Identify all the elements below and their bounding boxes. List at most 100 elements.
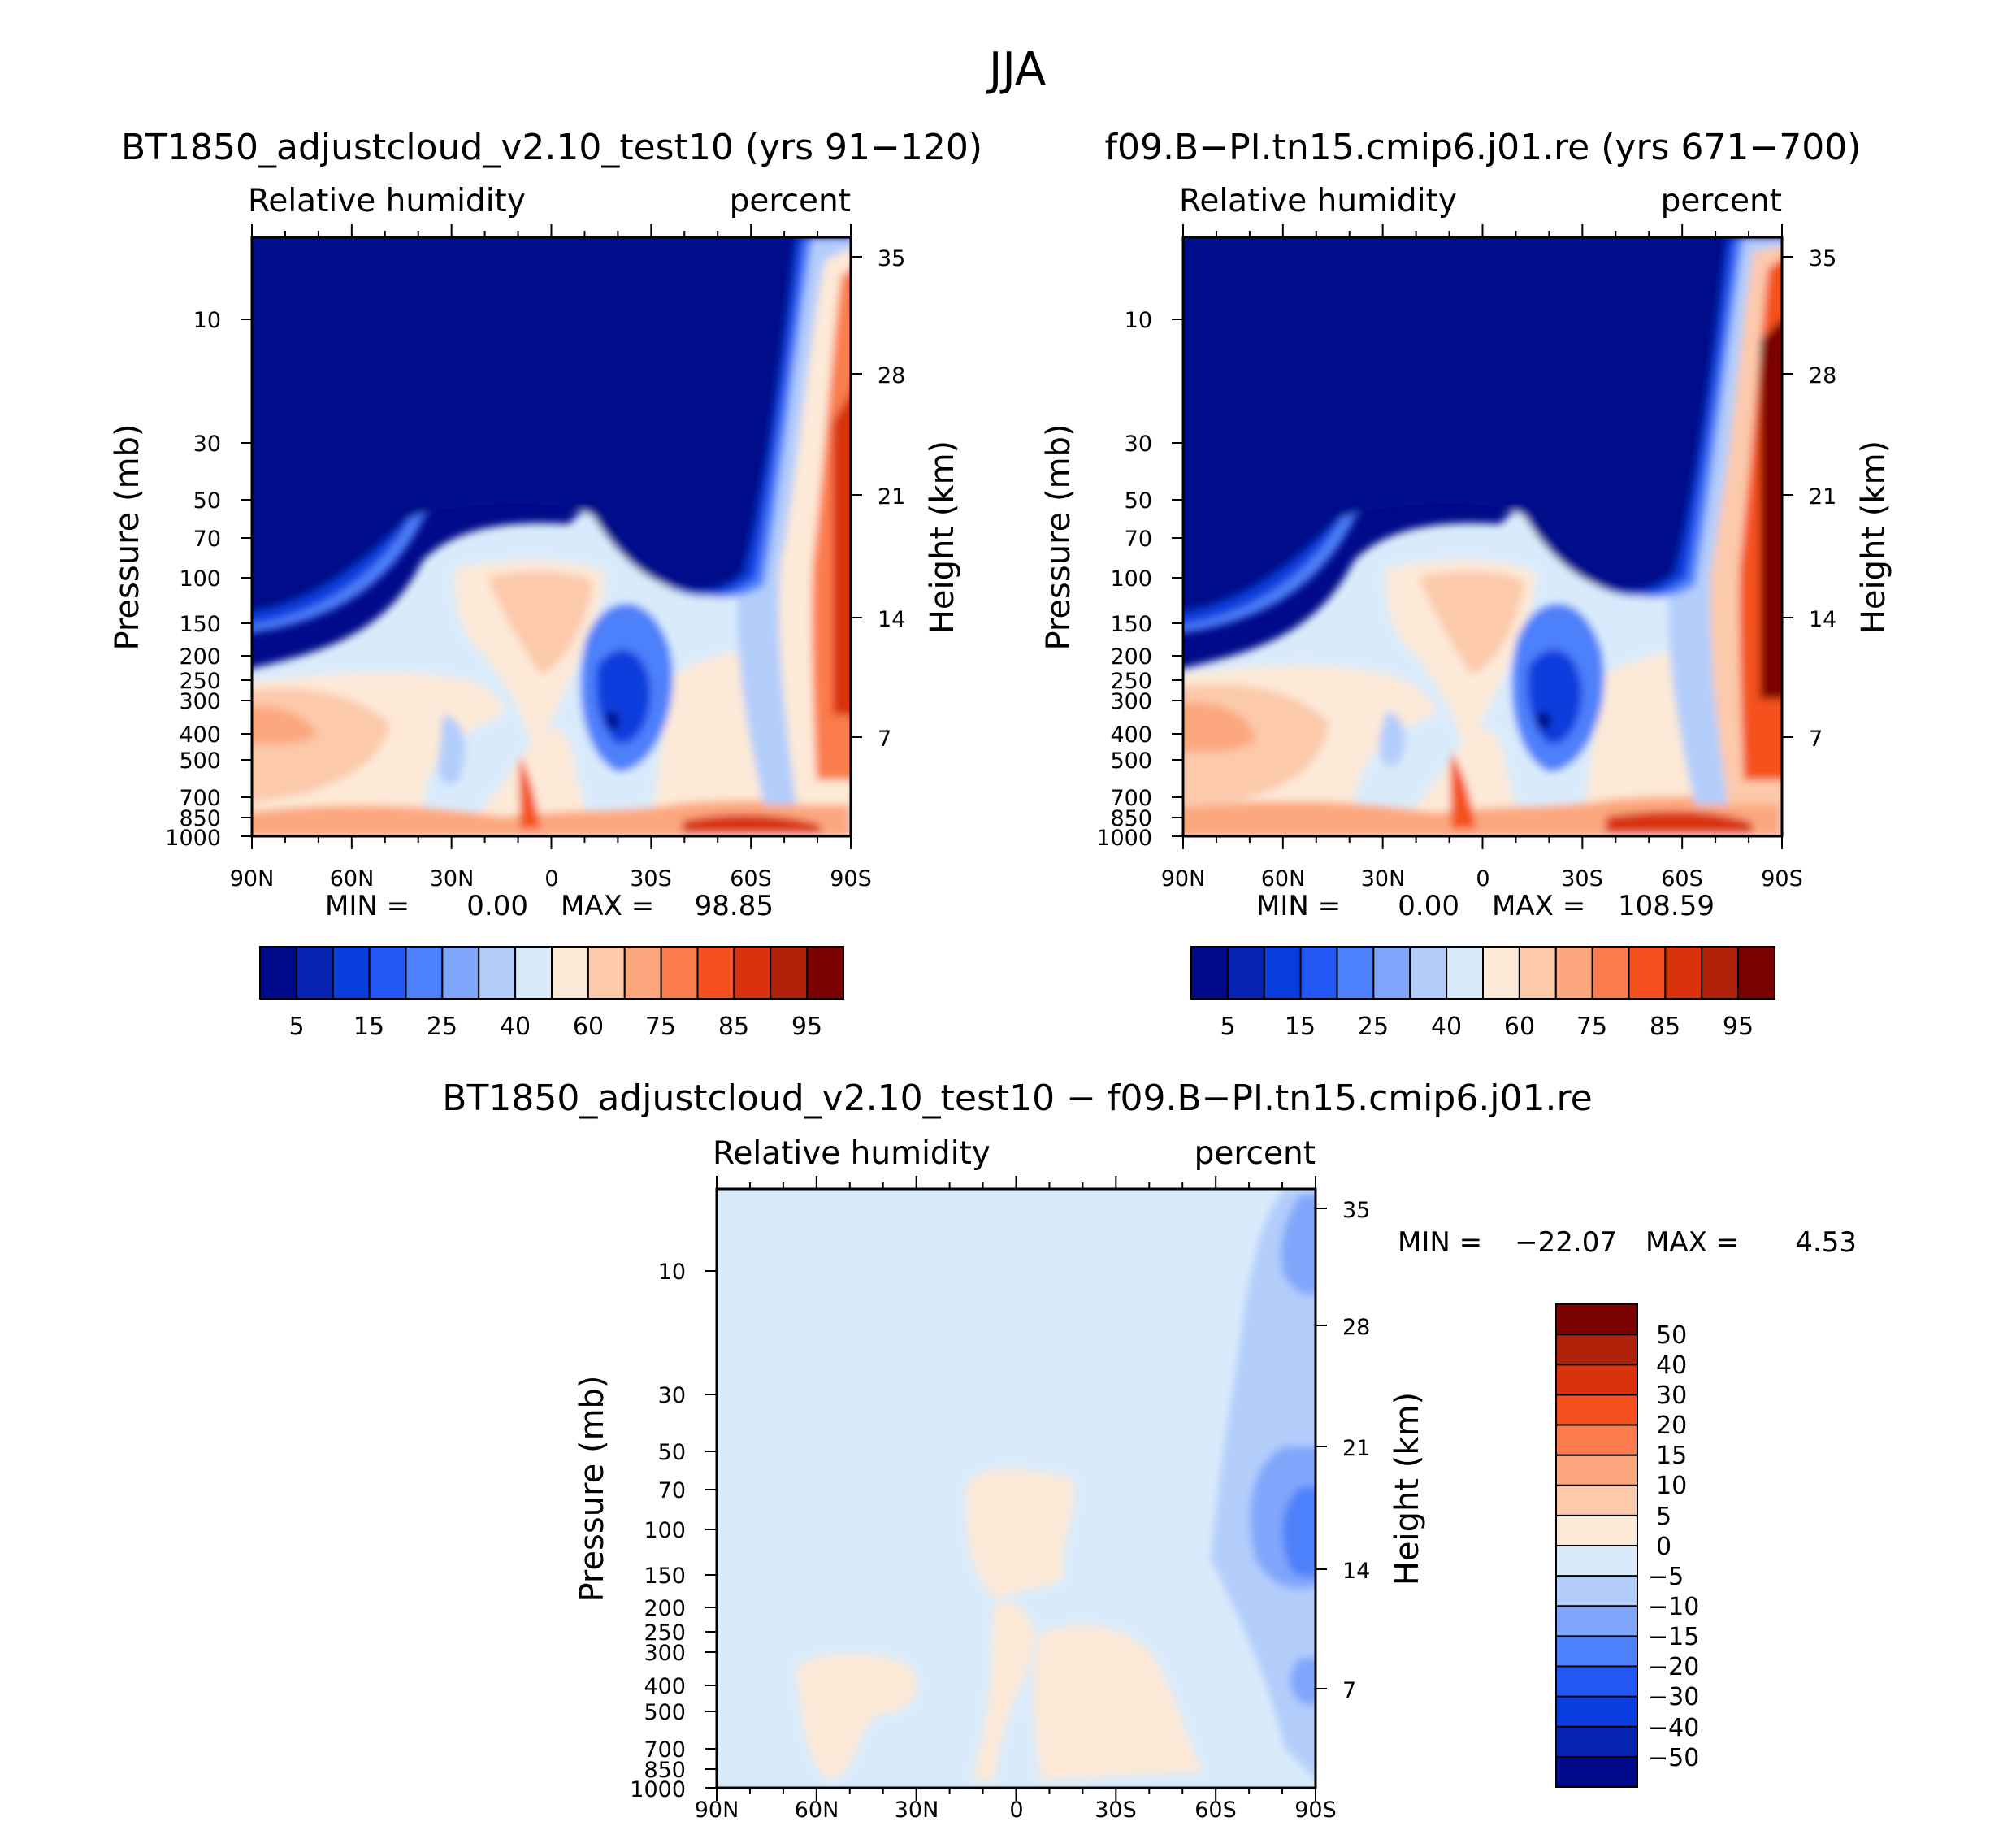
panel-c-height-axis: 35 28 21 14 7 Height (km)	[1342, 1198, 1426, 1703]
height-tick-label: 14	[878, 607, 905, 632]
x-tick-label: 90N	[1161, 866, 1206, 891]
colorbar-label: 50	[1656, 1321, 1687, 1350]
x-tick-label: 90N	[230, 866, 275, 891]
height-axis-title: Height (km)	[924, 440, 961, 634]
y-tick-label: 1000	[165, 826, 221, 851]
colorbar-swatch	[1555, 1424, 1638, 1456]
panel-a: BT1850_adjustcloud_v2.10_test10 (yrs 91−…	[109, 127, 982, 1041]
panel-b-variable-label: Relative humidity	[1179, 183, 1457, 219]
panel-c-units-label: percent	[1194, 1135, 1316, 1172]
x-tick-label: 60N	[330, 866, 375, 891]
x-tick-label: 90S	[1761, 866, 1803, 891]
colorbar-swatch	[1591, 946, 1630, 1000]
panel-b-contour-field	[1183, 237, 1782, 836]
colorbar-swatch	[1555, 1303, 1638, 1336]
y-tick-label: 30	[1125, 432, 1152, 457]
max-value: 108.59	[1618, 890, 1715, 922]
y-tick-label: 10	[1125, 308, 1152, 333]
panel-c-contour-field	[717, 1189, 1316, 1788]
colorbar-label: 0	[1656, 1533, 1671, 1561]
y-tick-label: 10	[658, 1260, 686, 1285]
colorbar-label: −30	[1648, 1683, 1699, 1711]
contour-band	[1183, 702, 1256, 753]
x-tick-label: 90N	[695, 1798, 739, 1823]
colorbar-label: −10	[1648, 1593, 1699, 1621]
y-tick-label: 100	[644, 1518, 686, 1543]
colorbar-label: −50	[1648, 1744, 1699, 1772]
colorbar-label: 5	[288, 1013, 304, 1041]
height-tick-label: 21	[1809, 484, 1836, 510]
y-tick-label: 700	[644, 1737, 686, 1763]
height-tick-label: 7	[878, 726, 891, 752]
colorbar-swatch	[623, 946, 662, 1000]
colorbar-label: −40	[1648, 1714, 1699, 1742]
colorbar-swatch	[1555, 1334, 1638, 1366]
y-tick-label: 70	[1125, 527, 1152, 552]
colorbar-label: 15	[353, 1013, 384, 1041]
colorbar-swatch	[1555, 1695, 1638, 1728]
contour-band	[605, 711, 620, 730]
y-tick-label: 300	[179, 689, 221, 714]
colorbar-swatch	[368, 946, 407, 1000]
colorbar-swatches	[259, 946, 844, 1000]
colorbar-label: 85	[1650, 1013, 1680, 1041]
panel-c-colorbar: 50 40 30 20 15 10 5 0 −5 −10 −15 −20 −30…	[1555, 1303, 1699, 1788]
y-tick-label: 850	[644, 1758, 686, 1783]
y-tick-label: 250	[179, 669, 221, 694]
colorbar-label: 30	[1656, 1381, 1687, 1410]
y-tick-label: 850	[1110, 806, 1152, 831]
x-tick-label: 30N	[430, 866, 475, 891]
colorbar-swatch	[1190, 946, 1229, 1000]
x-tick-label: 0	[544, 866, 558, 891]
colorbar-label: 15	[1285, 1013, 1316, 1041]
y-tick-label: 850	[179, 806, 221, 831]
colorbar-swatch	[332, 946, 371, 1000]
panel-a-contour-field	[252, 237, 851, 836]
panel-a-title: BT1850_adjustcloud_v2.10_test10 (yrs 91−…	[121, 127, 982, 168]
colorbar-label: 95	[1723, 1013, 1754, 1041]
panel-a-colorbar: 5 15 25 40 60 75 85 95	[259, 946, 844, 1041]
height-tick-label: 14	[1809, 607, 1836, 632]
colorbar-swatch	[1263, 946, 1302, 1000]
colorbar-swatch	[1482, 946, 1520, 1000]
y-axis-title: Pressure (mb)	[1040, 423, 1077, 650]
contour-band	[1281, 1195, 1316, 1295]
contour-band	[1290, 1658, 1316, 1707]
contour-band	[796, 1654, 917, 1780]
panel-b-x-axis: 90N 60N 30N 0 30S 60S 90S	[1161, 866, 1803, 891]
panel-a-stats: MIN = 0.00 MAX = 98.85	[325, 890, 774, 922]
panel-b-title: f09.B−PI.tn15.cmip6.j01.re (yrs 671−700)	[1105, 127, 1862, 168]
colorbar-label: 75	[645, 1013, 676, 1041]
colorbar-label: 40	[1431, 1013, 1462, 1041]
colorbar-swatch	[1555, 1755, 1638, 1788]
colorbar-swatch	[1226, 946, 1265, 1000]
contour-band	[488, 571, 593, 674]
y-tick-label: 250	[1110, 669, 1152, 694]
height-tick-label: 28	[1342, 1315, 1370, 1340]
max-label: MAX =	[1492, 890, 1585, 922]
colorbar-label: 15	[1656, 1442, 1687, 1470]
colorbar-swatch	[1664, 946, 1703, 1000]
contour-band	[1760, 319, 1782, 699]
x-tick-label: 30N	[895, 1798, 939, 1823]
height-tick-label: 7	[1809, 726, 1823, 752]
colorbar-swatch	[660, 946, 699, 1000]
y-tick-label: 700	[1110, 786, 1152, 811]
x-tick-label: 90S	[830, 866, 872, 891]
x-tick-label: 60S	[1661, 866, 1703, 891]
y-tick-label: 100	[179, 566, 221, 592]
y-tick-label: 300	[1110, 689, 1152, 714]
y-tick-label: 50	[1125, 488, 1152, 514]
y-tick-label: 70	[658, 1478, 686, 1503]
panel-a-variable-label: Relative humidity	[248, 183, 526, 219]
colorbar-label: 20	[1656, 1412, 1687, 1440]
colorbar-label: 40	[1656, 1351, 1687, 1380]
x-tick-label: 30S	[630, 866, 672, 891]
colorbar-swatch	[514, 946, 553, 1000]
colorbar-swatch	[1555, 1725, 1638, 1758]
height-tick-label: 21	[1342, 1436, 1370, 1461]
y-tick-label: 150	[179, 612, 221, 637]
y-tick-label: 50	[658, 1440, 686, 1465]
y-tick-label: 150	[644, 1564, 686, 1589]
